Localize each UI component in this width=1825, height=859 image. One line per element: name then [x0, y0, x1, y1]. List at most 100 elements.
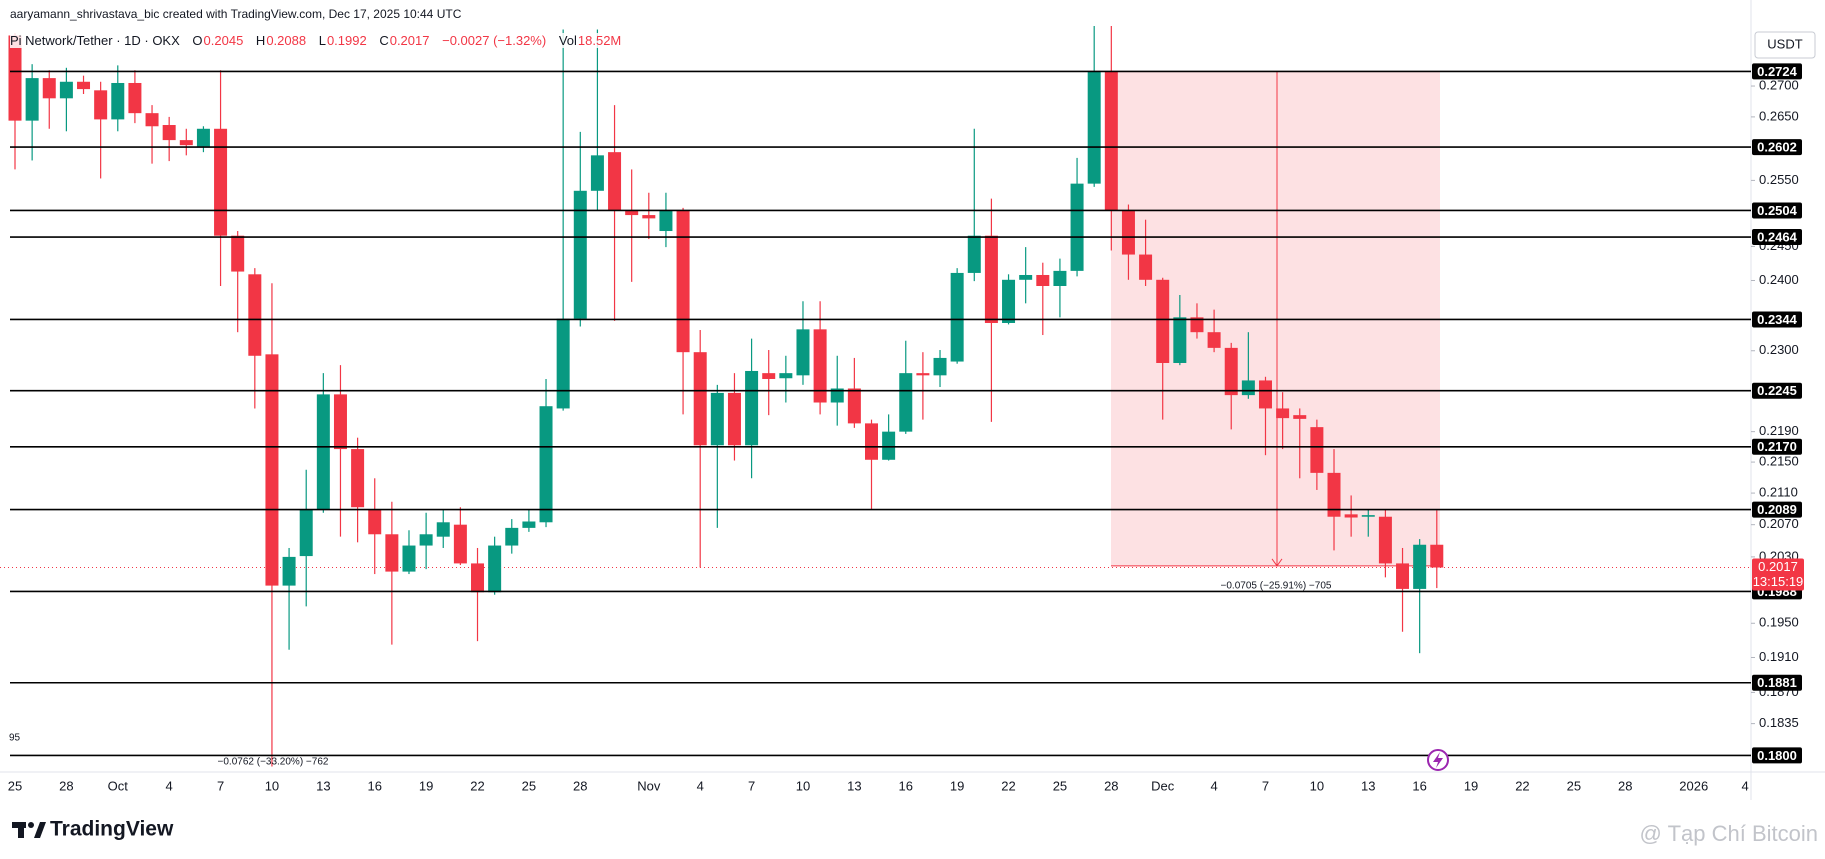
h-value: 0.2088	[266, 33, 307, 48]
last-price-label: 0.2017	[1758, 559, 1798, 574]
y-tick-label: 0.2400	[1759, 272, 1799, 287]
candle-body	[42, 78, 56, 99]
level-label: 0.1800	[1757, 748, 1797, 763]
candle-body	[8, 35, 22, 121]
candle-body	[573, 190, 587, 319]
candle-body	[847, 388, 861, 424]
x-tick-label: 13	[316, 778, 330, 793]
candle-body	[1087, 71, 1101, 184]
x-tick-label: 16	[899, 778, 913, 793]
candle-body	[25, 78, 39, 121]
candle-body	[1173, 317, 1187, 363]
candle-body	[865, 423, 878, 460]
candle-body	[1241, 380, 1255, 396]
level-label: 0.2724	[1757, 64, 1798, 79]
x-tick-label: 22	[1001, 778, 1015, 793]
level-label-box	[1752, 202, 1802, 219]
annotation: −0.0762 (−33.20%) −762	[218, 757, 329, 768]
o-label: O	[192, 33, 203, 48]
x-tick-label: 4	[1742, 778, 1749, 793]
level-label: 0.2344	[1757, 312, 1798, 327]
change: −0.0027 (−1.32%)	[442, 33, 547, 48]
annotation: 95	[9, 733, 21, 744]
x-tick-label: 19	[950, 778, 964, 793]
symbol[interactable]: Pi Network/Tether · 1D · OKX	[10, 33, 180, 48]
candle-body	[608, 152, 622, 211]
level-label: 0.2245	[1757, 383, 1797, 398]
level-label: 0.2464	[1757, 229, 1798, 244]
candle-body	[1019, 274, 1033, 280]
x-tick-label: 10	[796, 778, 810, 793]
level-label-box	[1752, 382, 1802, 399]
axes: 0.27000.26500.25500.24500.24000.23000.21…	[8, 63, 1804, 793]
y-tick-label: 0.2150	[1759, 454, 1799, 469]
candle-body	[1002, 279, 1016, 323]
candle-body	[145, 113, 159, 127]
candle-body	[505, 527, 519, 546]
y-tick-label: 0.1835	[1759, 715, 1799, 730]
candle-body	[162, 125, 176, 141]
currency-box[interactable]	[1754, 31, 1816, 59]
x-tick-label: 19	[1464, 778, 1478, 793]
y-tick-label: 0.1910	[1759, 649, 1799, 664]
candle-body	[385, 534, 399, 572]
y-tick-label: 0.2190	[1759, 423, 1799, 438]
y-tick-label: 0.2700	[1759, 77, 1799, 92]
candle-body	[1276, 408, 1290, 419]
x-tick-label: 28	[1618, 778, 1632, 793]
x-tick-label: 16	[1412, 778, 1426, 793]
level-label-box	[1752, 438, 1802, 455]
candle-body	[1361, 515, 1375, 517]
candle-body	[899, 373, 913, 432]
x-tick-label: 28	[59, 778, 73, 793]
candle-body	[471, 563, 485, 593]
candle-body	[984, 235, 998, 323]
candle-body	[1121, 210, 1135, 255]
alert-icon[interactable]	[1427, 749, 1449, 771]
candle-body	[94, 90, 108, 120]
level-label-box	[1752, 139, 1802, 156]
vol-label: Vol	[558, 33, 577, 48]
x-tick-label: Dec	[1151, 778, 1175, 793]
candle-body	[642, 215, 656, 219]
candle-body	[882, 431, 896, 460]
level-label-box	[1752, 311, 1802, 328]
candle-body	[1053, 270, 1067, 286]
x-tick-label: 10	[265, 778, 279, 793]
candle-body	[693, 352, 707, 446]
candle-body	[745, 370, 759, 446]
level-label-box	[1752, 674, 1802, 691]
candle-body	[316, 394, 330, 510]
l-label: L	[318, 33, 326, 48]
candle-body	[1156, 279, 1170, 363]
candle-body	[830, 388, 844, 403]
x-tick-label: 4	[166, 778, 173, 793]
candle-body	[368, 509, 382, 535]
candle-body	[1327, 472, 1341, 517]
plot-area: −0.0705 (−25.91%) −705 −0.0762 (−33.20%) …	[0, 26, 1751, 768]
y-tick-label: 0.2070	[1759, 516, 1799, 531]
x-tick-label: 22	[470, 778, 484, 793]
h-label: H	[255, 33, 266, 48]
candle-body	[265, 354, 279, 586]
credit: aaryamann_shrivastava_bic created with T…	[10, 7, 462, 21]
candle-body	[625, 210, 639, 216]
candle-body	[1207, 332, 1221, 348]
candle-body	[522, 521, 536, 528]
candle-body	[590, 155, 604, 191]
candle-body	[59, 81, 73, 99]
x-tick-label: 4	[697, 778, 704, 793]
level-label: 0.2504	[1757, 203, 1798, 218]
level-label: 0.1881	[1757, 675, 1797, 690]
y-tick-label: 0.2550	[1759, 172, 1799, 187]
candle-body	[196, 128, 210, 147]
x-tick-label: 13	[1361, 778, 1375, 793]
candle-body	[179, 140, 193, 146]
level-label-box	[1752, 501, 1802, 518]
candle-body	[727, 392, 741, 446]
x-tick-label: 28	[1104, 778, 1118, 793]
y-tick-label: 0.1950	[1759, 615, 1799, 630]
x-tick-label: 4	[1210, 778, 1217, 793]
candle-body	[333, 394, 347, 450]
x-tick-label: Nov	[637, 778, 661, 793]
